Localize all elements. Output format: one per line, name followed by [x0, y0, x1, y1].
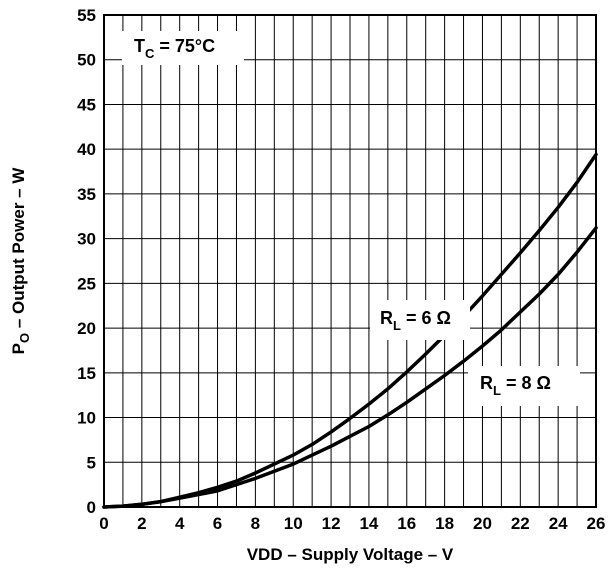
y-tick-label: 5 [87, 453, 96, 472]
y-tick-label: 55 [77, 6, 96, 25]
series-6ohm-label-main: R [380, 308, 393, 328]
y-tick-label: 0 [87, 498, 96, 517]
y-axis-label-sub: O [17, 333, 32, 343]
condition-label-sub: C [145, 46, 155, 61]
series-line-1 [102, 226, 598, 509]
y-tick-label: 30 [77, 230, 96, 249]
condition-label: TC = 75°C [134, 36, 215, 61]
series-8ohm-label-main: R [480, 373, 493, 393]
condition-label-rest: = 75°C [154, 36, 215, 56]
y-tick-label: 20 [77, 319, 96, 338]
x-tick-label: 12 [322, 514, 341, 533]
y-tick-label: 50 [77, 51, 96, 70]
x-axis-label: VDD – Supply Voltage – V [247, 545, 454, 564]
x-tick-label: 18 [435, 514, 454, 533]
series-8ohm-label: RL = 8 Ω [480, 373, 551, 398]
series-8ohm-label-bg [468, 366, 580, 406]
y-axis-label-rest: – Output Power – W [9, 167, 28, 333]
plot-frame [103, 14, 597, 508]
series-8ohm-label-rest: = 8 Ω [501, 373, 551, 393]
y-tick-label: 10 [77, 409, 96, 428]
x-tick-label: 10 [284, 514, 303, 533]
condition-label-bg [122, 31, 244, 65]
plot-lines [102, 152, 598, 509]
ticks: 0 2 4 6 8 10 12 14 16 18 20 22 24 2605101520253035404… [77, 6, 605, 533]
x-tick-label: 14 [359, 514, 378, 533]
y-tick-label: 45 [77, 95, 96, 114]
x-tick-label: 26 [587, 514, 606, 533]
series-6ohm-label-bg [370, 300, 470, 340]
x-tick-label: 8 [251, 514, 260, 533]
x-tick-label: 6 [213, 514, 222, 533]
grid [103, 14, 597, 508]
y-axis-label: PO – Output Power – W [9, 167, 32, 355]
condition-label-main: T [134, 36, 145, 56]
x-tick-label: 2 [137, 514, 146, 533]
y-tick-label: 25 [77, 274, 96, 293]
x-tick-label: 24 [549, 514, 568, 533]
series-6ohm-label-sub: L [393, 318, 401, 333]
x-tick-label: 20 [473, 514, 492, 533]
x-tick-label: 16 [397, 514, 416, 533]
y-tick-label: 40 [77, 140, 96, 159]
x-tick-label: 0 [99, 514, 108, 533]
series-6ohm-label: RL = 6 Ω [380, 308, 451, 333]
series-6ohm-label-rest: = 6 Ω [401, 308, 451, 328]
x-tick-label: 22 [511, 514, 530, 533]
series-8ohm-label-sub: L [493, 383, 501, 398]
x-tick-label: 4 [175, 514, 185, 533]
y-axis-label-main: P [9, 343, 28, 354]
y-tick-label: 35 [77, 185, 96, 204]
y-tick-label: 15 [77, 364, 96, 383]
